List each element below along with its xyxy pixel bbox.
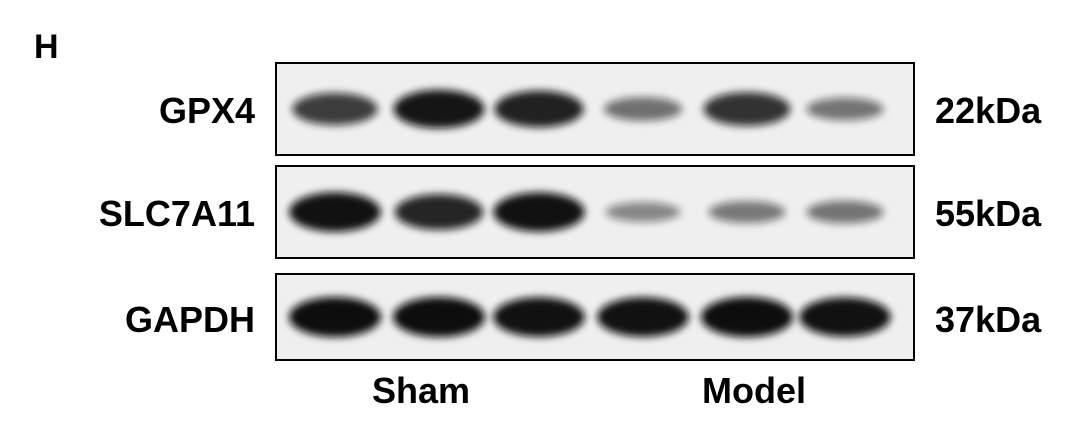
band-gpx4-lane-5 [703,92,791,126]
group-label-model: Model [702,370,806,411]
protein-label-gpx4: GPX4 [158,90,255,131]
band-gpx4-lane-1 [292,92,378,126]
mw-label-gpx4: 22kDa [935,90,1042,131]
blot-strip-gpx4 [275,62,915,156]
band-slc7a11-lane-4 [605,202,681,222]
band-slc7a11-lane-1 [289,192,381,232]
protein-label-gapdh: GAPDH [124,299,255,340]
band-gpx4-lane-6 [806,97,884,121]
panel-letter: H [34,28,59,66]
band-gpx4-lane-3 [494,90,584,128]
blot-svg-gpx4 [277,64,913,154]
band-gpx4-lane-2 [393,89,485,129]
blot-strip-gapdh [275,273,915,361]
blot-svg-slc7a11 [277,167,913,257]
band-gapdh-lane-2 [393,297,485,337]
group-label-sham: Sham [372,370,471,411]
band-gapdh-lane-1 [289,297,381,337]
band-slc7a11-lane-5 [708,200,786,224]
blot-svg-gapdh [277,275,913,359]
band-gapdh-lane-5 [701,297,793,337]
band-gapdh-lane-4 [597,297,689,337]
band-gpx4-lane-4 [603,97,683,121]
mw-label-gapdh: 37kDa [935,299,1042,340]
blot-strip-slc7a11 [275,165,915,259]
band-gapdh-lane-3 [493,297,585,337]
band-slc7a11-lane-6 [806,200,884,224]
band-slc7a11-lane-2 [394,194,484,230]
mw-label-slc7a11: 55kDa [935,193,1042,234]
band-gapdh-lane-6 [799,297,891,337]
protein-label-slc7a11: SLC7A11 [98,193,255,234]
band-slc7a11-lane-3 [493,192,585,232]
